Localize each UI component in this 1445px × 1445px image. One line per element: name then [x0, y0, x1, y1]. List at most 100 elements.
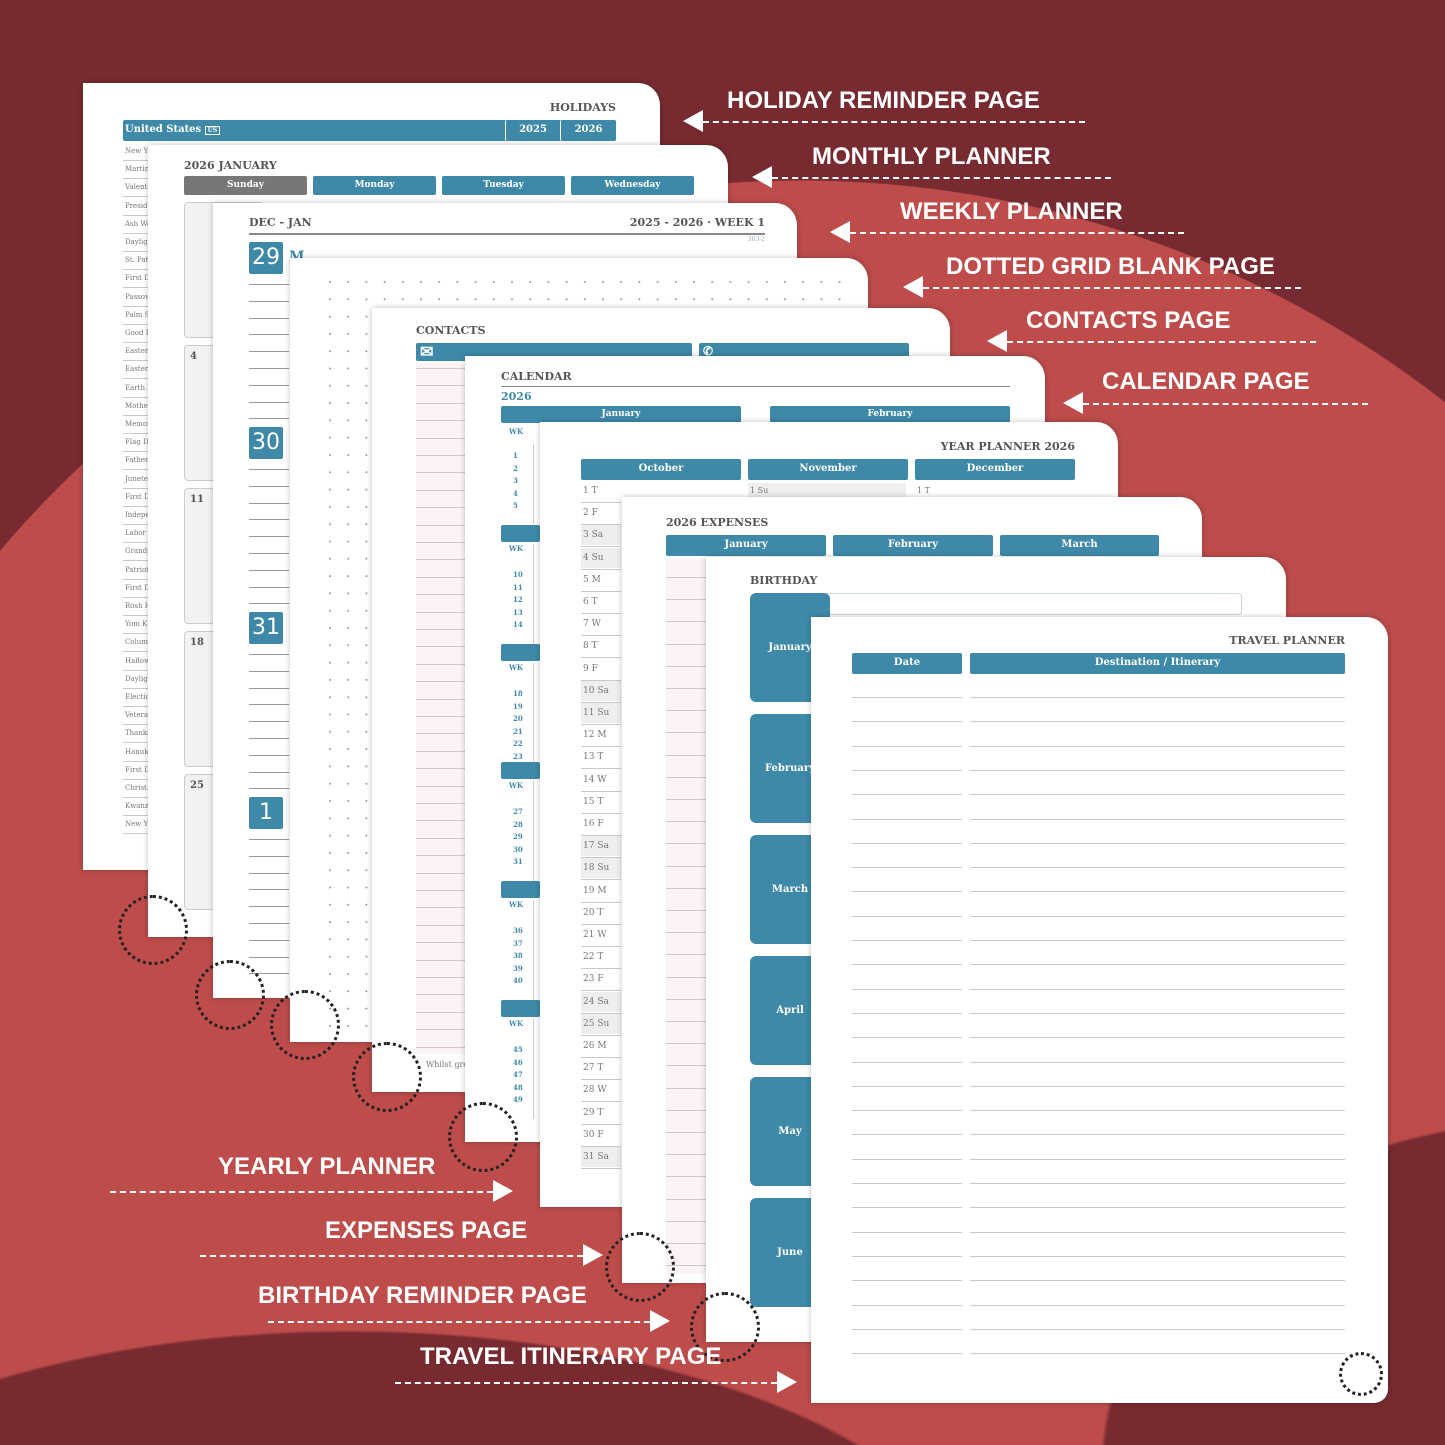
grid-dot [329, 886, 331, 889]
wk-label: WK [509, 781, 523, 790]
arrow-left-icon [987, 330, 1007, 352]
week-group-bar [501, 762, 540, 779]
calendar-year: 2026 [501, 390, 532, 403]
wk-label: WK [509, 663, 523, 672]
week-number: 28 [513, 819, 523, 829]
grid-dot [347, 419, 350, 422]
row-line [581, 679, 621, 681]
row-line [581, 502, 621, 503]
contact-row-line [416, 890, 466, 891]
month-march: March [1000, 535, 1159, 556]
grid-dot [784, 281, 786, 283]
contact-row-line [416, 750, 466, 752]
week-number: 36 [513, 926, 523, 935]
travel-row-line [852, 1304, 962, 1306]
holiday-item: Earth D [125, 383, 153, 392]
holiday-item: Ash We [125, 219, 152, 228]
week-number: 23 [513, 751, 523, 761]
holiday-item: Palm Su [125, 310, 154, 319]
holiday-item: New Yea [125, 147, 156, 155]
october-day: 30 F [583, 1129, 604, 1140]
october-day: 25 Su [583, 1018, 610, 1029]
row-line [581, 946, 621, 947]
week-number: 45 [513, 1045, 523, 1054]
expense-row-line [666, 1065, 706, 1067]
october-day: 15 T [583, 796, 604, 807]
row-line [123, 742, 149, 744]
travel-row-line [970, 1183, 1345, 1184]
row-line [249, 553, 289, 554]
corner-decoration [605, 1232, 675, 1302]
row-line [581, 768, 621, 770]
row-line [581, 1034, 621, 1036]
week-number: 5 [513, 501, 518, 510]
dashed-pointer [1083, 403, 1368, 405]
grid-dot [329, 505, 331, 508]
travel-row-line [970, 1134, 1345, 1136]
grid-dot [438, 298, 441, 301]
destination-column-header: Destination / Itinerary [970, 653, 1345, 674]
grid-dot [620, 298, 623, 301]
week-number: 40 [513, 976, 523, 985]
travel-row-line [852, 794, 962, 796]
grid-dot [693, 281, 695, 283]
holiday-item: Martin [125, 165, 150, 174]
expense-row-line [666, 1243, 706, 1244]
grid-dot [347, 973, 350, 975]
grid-dot [511, 281, 513, 283]
weekend-shade [581, 1147, 621, 1167]
week-number: 22 [513, 739, 523, 748]
country-header: United States US [123, 120, 616, 141]
country-badge[interactable]: US [204, 126, 221, 135]
row-line [581, 968, 621, 970]
travel-row-line [970, 1280, 1345, 1282]
grid-dot [365, 765, 368, 768]
label-calendar-page: CALENDAR PAGE [1102, 368, 1310, 395]
row-line [249, 317, 289, 319]
holiday-item: Father [125, 456, 149, 465]
october-day: 29 T [583, 1107, 604, 1118]
week-number: 18 [513, 689, 523, 698]
grid-dot [329, 990, 331, 993]
grid-dot [802, 298, 805, 301]
day-header-tuesday: Tuesday [442, 176, 565, 195]
grid-dot [420, 298, 422, 301]
grid-dot [365, 454, 368, 456]
travel-row-line [970, 769, 1345, 771]
contact-row-line [416, 489, 466, 491]
grid-dot [347, 505, 350, 508]
october-day: 26 M [583, 1041, 607, 1051]
travel-itinerary-page: TRAVEL PLANNER Date Destination / Itiner… [811, 617, 1388, 1403]
grid-dot [365, 350, 368, 353]
grid-dot [365, 609, 368, 612]
grid-dot [329, 921, 331, 924]
travel-row-line [970, 1110, 1345, 1112]
travel-row-line [852, 1012, 962, 1014]
week-column-rule [533, 544, 534, 644]
holiday-item: Junete [125, 474, 148, 483]
grid-dot [365, 869, 368, 872]
row-line [249, 384, 289, 386]
row-line [581, 879, 621, 881]
row-line [249, 788, 289, 790]
row-line [123, 724, 149, 726]
contact-row-line [416, 663, 466, 665]
expense-row-line [666, 865, 706, 867]
grid-dot [347, 713, 350, 716]
row-line [249, 670, 289, 672]
grid-dot [401, 298, 404, 301]
week-number: 47 [513, 1070, 523, 1079]
grid-dot [365, 730, 368, 733]
october-day: 1 T [583, 486, 598, 496]
row-line [581, 1123, 621, 1125]
grid-dot [347, 748, 350, 751]
label-dotted-grid-blank-page: DOTTED GRID BLANK PAGE [946, 253, 1275, 280]
label-weekly-planner: WEEKLY PLANNER [900, 198, 1123, 225]
expense-row-line [666, 910, 706, 911]
expense-row-line [666, 754, 706, 756]
week-number: 3 [513, 476, 518, 485]
contact-row-line [416, 629, 466, 630]
holiday-item: Flag Da [125, 438, 153, 447]
row-line [581, 701, 621, 703]
october-day: 7 W [583, 619, 601, 630]
